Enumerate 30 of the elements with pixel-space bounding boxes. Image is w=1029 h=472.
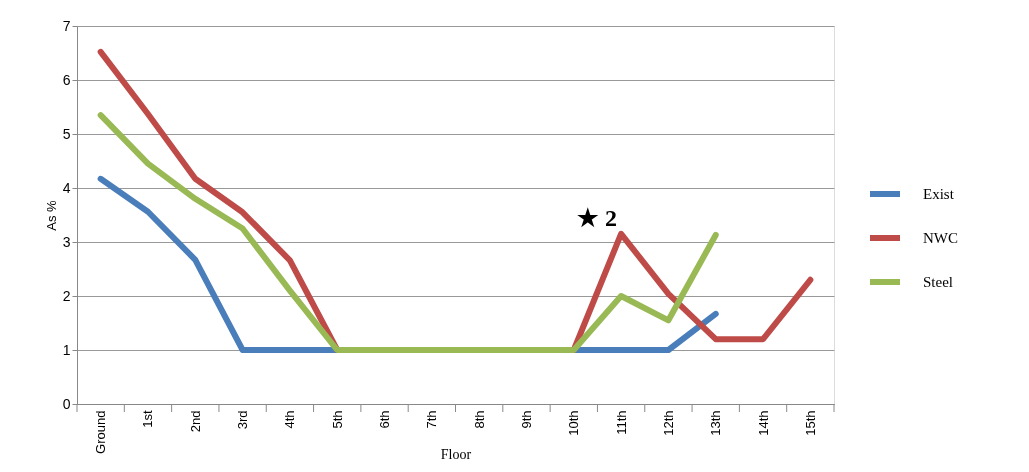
y-tick-label: 6 bbox=[62, 71, 71, 88]
y-tick-label: 4 bbox=[62, 179, 71, 196]
x-tick-label: 1st bbox=[140, 410, 156, 428]
legend-label: NWC bbox=[923, 230, 958, 246]
x-tick-label: 6th bbox=[377, 410, 393, 429]
x-tick-label: 13th bbox=[708, 410, 724, 436]
y-tick-label: 7 bbox=[62, 17, 71, 34]
y-tick-label: 3 bbox=[62, 233, 71, 250]
y-tick-label: 5 bbox=[62, 125, 71, 142]
x-tick-label: 10th bbox=[566, 410, 582, 436]
y-axis-title: As % bbox=[43, 199, 59, 231]
y-tick-label: 0 bbox=[62, 395, 71, 412]
x-tick-label: 15th bbox=[802, 410, 818, 436]
x-tick-label: 4th bbox=[282, 410, 298, 429]
x-tick-label: 5th bbox=[329, 410, 345, 429]
x-tick-label: 2nd bbox=[187, 410, 203, 433]
legend-label: Exist bbox=[923, 186, 955, 202]
x-tick-label: Ground bbox=[93, 410, 109, 454]
x-tick-label: 12th bbox=[660, 410, 676, 436]
legend-label: Steel bbox=[923, 274, 953, 290]
y-tick-label: 1 bbox=[62, 341, 71, 358]
x-tick-label: 11th bbox=[613, 410, 629, 435]
x-tick-label: 7th bbox=[424, 410, 440, 429]
x-tick-label: 3rd bbox=[235, 410, 251, 430]
y-tick-label: 2 bbox=[62, 287, 71, 304]
x-tick-label: 8th bbox=[471, 410, 487, 429]
x-tick-label: 9th bbox=[518, 410, 534, 429]
x-tick-label: 14th bbox=[755, 410, 771, 436]
x-axis-title: Floor bbox=[440, 446, 472, 462]
annotation: ★ 2 bbox=[577, 205, 617, 231]
